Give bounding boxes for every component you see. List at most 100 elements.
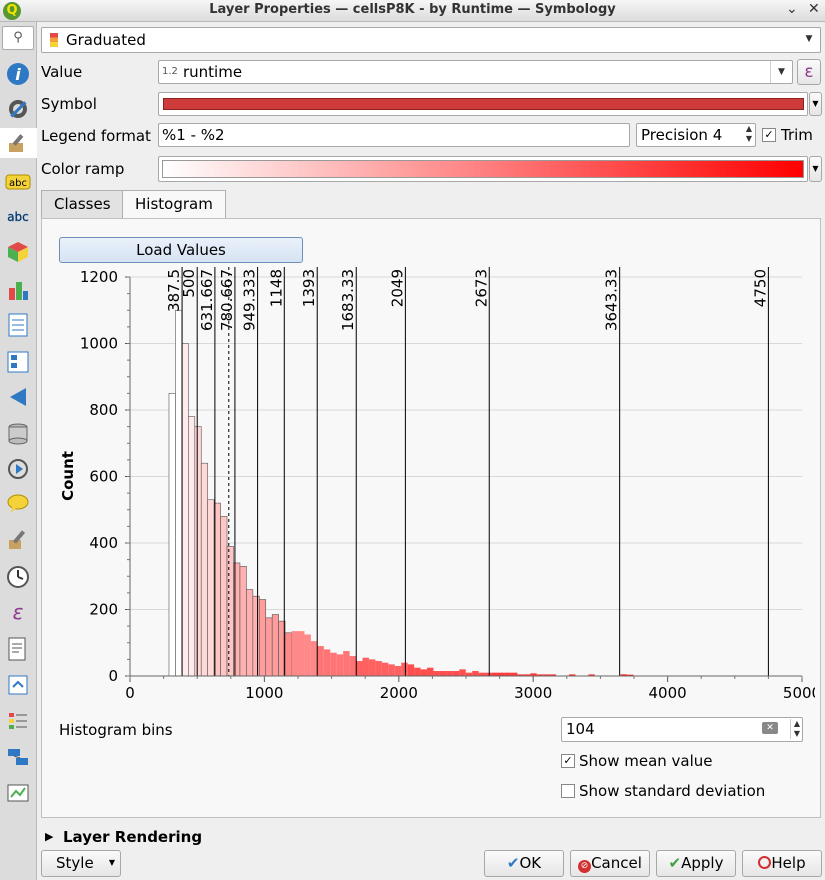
svg-text:ε: ε xyxy=(13,600,24,624)
dependencies-icon[interactable] xyxy=(3,670,33,700)
symbol-preview xyxy=(163,98,804,110)
layer-rendering-label[interactable]: Layer Rendering xyxy=(63,828,202,846)
source-icon[interactable] xyxy=(3,94,33,124)
legend-format-input[interactable]: %1 - %2 xyxy=(158,123,630,147)
clear-icon[interactable]: ✕ xyxy=(762,722,778,734)
y-tick-label: 1000 xyxy=(80,335,118,353)
histogram-bar xyxy=(221,516,227,676)
help-icon xyxy=(758,856,771,869)
actions-icon[interactable] xyxy=(3,454,33,484)
server-icon[interactable] xyxy=(3,742,33,772)
tab-histogram[interactable]: Histogram xyxy=(122,190,226,219)
tab-classes[interactable]: Classes xyxy=(41,190,124,218)
labels-icon[interactable]: abc xyxy=(3,167,33,197)
histogram-bar xyxy=(208,500,214,676)
color-ramp-button[interactable] xyxy=(158,156,808,182)
class-break-label: 1393 xyxy=(300,269,318,307)
histogram-bins-label: Histogram bins xyxy=(59,721,173,739)
histogram-bins-spinbox[interactable]: 104 ✕ ▲ ▼ xyxy=(561,717,803,742)
histogram-bar xyxy=(272,614,278,676)
close-icon[interactable]: ✕ xyxy=(808,1,820,17)
show-std-checkbox[interactable] xyxy=(561,784,575,798)
3d-view-icon[interactable] xyxy=(3,237,33,267)
color-ramp-label: Color ramp xyxy=(41,160,124,178)
histogram-bar xyxy=(375,661,381,676)
ok-button[interactable]: ✔OK xyxy=(484,850,564,877)
renderer-label: Graduated xyxy=(66,31,146,49)
histogram-bar xyxy=(175,310,181,676)
svg-text:i: i xyxy=(15,65,21,84)
minimize-icon[interactable]: ⌄ xyxy=(786,1,798,17)
renderer-combo[interactable]: Graduated ▼ xyxy=(41,27,821,53)
temporal-icon[interactable] xyxy=(3,562,33,592)
help-button[interactable]: Help xyxy=(742,850,822,877)
expand-arrow-icon[interactable]: ▶ xyxy=(45,830,53,843)
class-break-label: 4750 xyxy=(751,269,769,307)
histogram-bar xyxy=(433,671,439,676)
histogram-bar xyxy=(317,646,323,676)
load-values-button[interactable]: Load Values xyxy=(59,237,303,263)
histogram-bar xyxy=(446,671,452,676)
class-break-label: 2049 xyxy=(388,269,406,307)
variables-icon[interactable]: ε xyxy=(3,597,33,627)
spin-arrows-icon[interactable]: ▲ ▼ xyxy=(746,124,752,144)
svg-text:abc: abc xyxy=(7,210,29,224)
trim-checkbox[interactable]: ✓ xyxy=(762,128,776,142)
expression-button[interactable]: ε xyxy=(797,59,821,85)
histogram-bar xyxy=(188,417,194,676)
rendering-icon[interactable] xyxy=(3,525,33,555)
show-mean-label: Show mean value xyxy=(579,752,713,770)
histogram-bar xyxy=(440,671,446,676)
histogram-bar xyxy=(259,600,265,676)
histogram-bar xyxy=(292,631,298,676)
diagrams-icon[interactable] xyxy=(3,275,33,305)
apply-button[interactable]: ✔Apply xyxy=(656,850,736,877)
histogram-bar xyxy=(182,344,188,677)
histogram-bar xyxy=(298,631,304,676)
search-icon[interactable]: ⚲ xyxy=(2,26,34,50)
attributes-form-icon[interactable] xyxy=(3,347,33,377)
symbol-menu-arrow[interactable]: ▼ xyxy=(809,92,822,116)
histogram-bar xyxy=(350,656,356,676)
display-icon[interactable] xyxy=(3,489,33,519)
metadata-icon[interactable] xyxy=(3,634,33,664)
auxiliary-storage-icon[interactable] xyxy=(3,419,33,449)
class-break-label: 1148 xyxy=(267,269,285,307)
y-tick-label: 800 xyxy=(89,401,118,419)
value-label: Value xyxy=(41,63,82,81)
graduated-icon xyxy=(50,33,58,47)
symbol-button[interactable] xyxy=(158,92,808,116)
information-icon[interactable]: i xyxy=(3,59,33,89)
y-axis-label: Count xyxy=(59,451,77,501)
joins-icon[interactable] xyxy=(3,382,33,412)
histogram-bar xyxy=(459,669,465,676)
legend-icon[interactable] xyxy=(3,706,33,736)
class-break-label: 631.667 xyxy=(198,269,216,331)
legend-format-label: Legend format xyxy=(41,127,151,145)
masks-icon[interactable]: abc xyxy=(3,202,33,232)
precision-spinbox[interactable]: Precision 4 ▲ ▼ xyxy=(636,123,756,147)
histogram-bar xyxy=(453,671,459,676)
symbology-icon[interactable] xyxy=(0,128,37,158)
histogram-bar xyxy=(169,393,175,676)
color-ramp-preview xyxy=(162,160,804,178)
histogram-bar xyxy=(195,427,201,676)
cancel-icon: ⊘ xyxy=(578,860,591,873)
precision-value: Precision 4 xyxy=(641,126,722,144)
svg-text:abc: abc xyxy=(9,178,27,189)
chevron-down-icon: ▼ xyxy=(770,61,792,83)
value-field-combo[interactable]: 1.2 runtime ▼ xyxy=(158,60,793,84)
histogram-bar xyxy=(227,546,233,676)
histogram-bar xyxy=(343,651,349,676)
histogram-bar xyxy=(246,590,252,676)
cancel-button[interactable]: ⊘ Cancel xyxy=(570,850,650,877)
histogram-bar xyxy=(427,668,433,676)
spin-arrows-icon[interactable]: ▲ ▼ xyxy=(790,719,800,739)
chevron-down-icon: ▼ xyxy=(109,858,115,867)
histogram-bar xyxy=(285,633,291,676)
digitizing-icon[interactable] xyxy=(3,778,33,808)
style-button[interactable]: Style ▼ xyxy=(41,850,121,877)
color-ramp-menu-arrow[interactable]: ▼ xyxy=(809,156,822,182)
fields-icon[interactable] xyxy=(3,310,33,340)
show-mean-checkbox[interactable]: ✓ xyxy=(561,754,575,768)
